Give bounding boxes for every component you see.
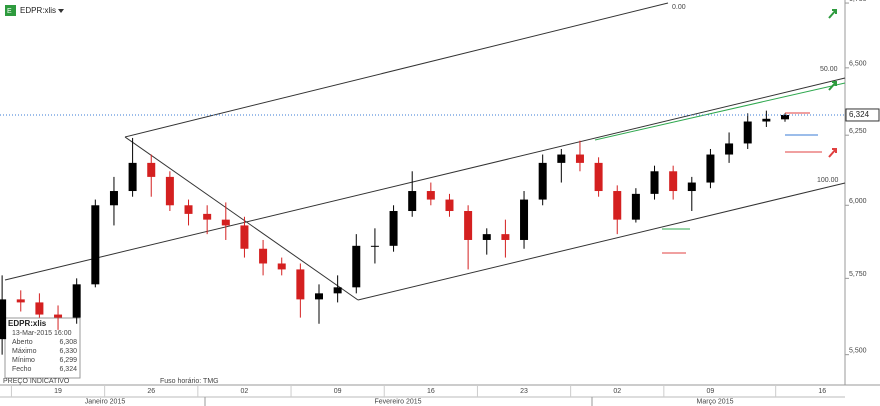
candle-body bbox=[54, 314, 63, 318]
info-value: 6,330 bbox=[59, 348, 77, 355]
info-key: Aberto bbox=[12, 339, 33, 346]
candle-body bbox=[128, 162, 137, 192]
fib-label: 50.00 bbox=[820, 66, 838, 73]
timezone-note: Fuso horário: TMG bbox=[160, 378, 219, 385]
annotations bbox=[4, 2, 846, 301]
candle-body bbox=[147, 162, 156, 177]
candle-body bbox=[445, 199, 454, 212]
candle-body bbox=[706, 154, 715, 183]
candle-body bbox=[464, 211, 473, 240]
month-label: Janeiro 2015 bbox=[85, 398, 126, 405]
footer-note: PREÇO INDICATIVO bbox=[3, 378, 70, 385]
candle-body bbox=[631, 193, 640, 220]
x-tick-label: 09 bbox=[334, 388, 342, 395]
dropdown-arrow[interactable] bbox=[58, 9, 64, 13]
x-tick-label: 19 bbox=[54, 388, 62, 395]
trend-line bbox=[594, 82, 846, 141]
signal-icon[interactable] bbox=[828, 81, 837, 91]
fib-label: 100.00 bbox=[817, 177, 839, 184]
y-tick-label: 5,500 bbox=[849, 348, 867, 355]
x-tick-label: 02 bbox=[613, 388, 621, 395]
candle-body bbox=[240, 225, 249, 249]
candle-body bbox=[296, 269, 305, 300]
candle-body bbox=[781, 114, 789, 120]
candle-body bbox=[315, 293, 323, 300]
info-key: Fecho bbox=[12, 366, 32, 373]
candle-body bbox=[408, 191, 417, 212]
last-price-box bbox=[845, 108, 880, 122]
candle-body bbox=[277, 263, 286, 270]
candle-body bbox=[669, 171, 678, 192]
candle-body bbox=[687, 182, 696, 192]
y-tick-label: 6,250 bbox=[849, 128, 867, 135]
candle-body bbox=[501, 234, 510, 240]
y-tick-label: 6,500 bbox=[849, 61, 867, 68]
symbol-icon[interactable] bbox=[5, 5, 16, 16]
month-label: Março 2015 bbox=[697, 398, 734, 405]
fib-label: 0.00 bbox=[672, 4, 686, 11]
candle-body bbox=[333, 287, 342, 294]
x-tick-label: 02 bbox=[241, 388, 249, 395]
info-key: Mínimo bbox=[12, 357, 35, 364]
x-tick-label: 16 bbox=[427, 388, 435, 395]
candle-body bbox=[482, 234, 491, 240]
candle-body bbox=[426, 191, 435, 200]
y-tick-label: 5,750 bbox=[849, 271, 867, 278]
x-tick-label: 09 bbox=[707, 388, 715, 395]
info-value: 6,324 bbox=[59, 366, 77, 373]
candle-body bbox=[221, 219, 230, 226]
candle-body bbox=[91, 205, 100, 285]
trend-line bbox=[124, 2, 669, 138]
candle-body bbox=[352, 245, 361, 288]
trend-line bbox=[357, 182, 846, 301]
candle-body bbox=[743, 121, 752, 144]
candle-body bbox=[613, 191, 622, 220]
candle-body bbox=[575, 154, 584, 163]
info-value: 6,308 bbox=[59, 339, 77, 346]
trend-line bbox=[124, 136, 359, 301]
candle-body bbox=[520, 199, 529, 240]
x-tick-label: 16 bbox=[818, 388, 826, 395]
info-datetime: 13-Mar-2015 16:00 bbox=[12, 330, 72, 337]
candle-body bbox=[557, 154, 566, 163]
candle-body bbox=[538, 162, 547, 200]
candle-body bbox=[370, 245, 379, 247]
trend-line bbox=[4, 77, 846, 281]
icon-glyph: E bbox=[7, 8, 12, 15]
candle-body bbox=[72, 284, 81, 318]
candle-body bbox=[725, 143, 734, 155]
signal-icon[interactable] bbox=[828, 9, 837, 19]
candle-body bbox=[762, 118, 771, 122]
info-key: Máximo bbox=[12, 348, 37, 355]
info-symbol: EDPR:xlis bbox=[8, 319, 47, 328]
candle-body bbox=[184, 205, 193, 214]
candle-body bbox=[35, 302, 44, 315]
candle-body bbox=[594, 162, 603, 192]
symbol-name[interactable]: EDPR:xlis bbox=[20, 6, 56, 15]
candle-body bbox=[0, 299, 7, 340]
candle-body bbox=[109, 191, 118, 206]
candle-body bbox=[650, 171, 659, 194]
signal-icon[interactable] bbox=[828, 148, 837, 158]
candle-body bbox=[389, 211, 398, 246]
x-tick-label: 23 bbox=[520, 388, 528, 395]
y-tick-label: 6,750 bbox=[849, 0, 867, 3]
y-tick-label: 6,000 bbox=[849, 198, 867, 205]
candle-body bbox=[16, 299, 25, 303]
candle-body bbox=[259, 248, 268, 264]
info-box bbox=[4, 317, 81, 379]
info-value: 6,299 bbox=[59, 357, 77, 364]
month-label: Fevereiro 2015 bbox=[374, 398, 421, 405]
last-price-label: 6,324 bbox=[849, 110, 870, 119]
candle-body bbox=[165, 176, 174, 206]
x-tick-label: 26 bbox=[147, 388, 155, 395]
candle-body bbox=[203, 213, 212, 220]
